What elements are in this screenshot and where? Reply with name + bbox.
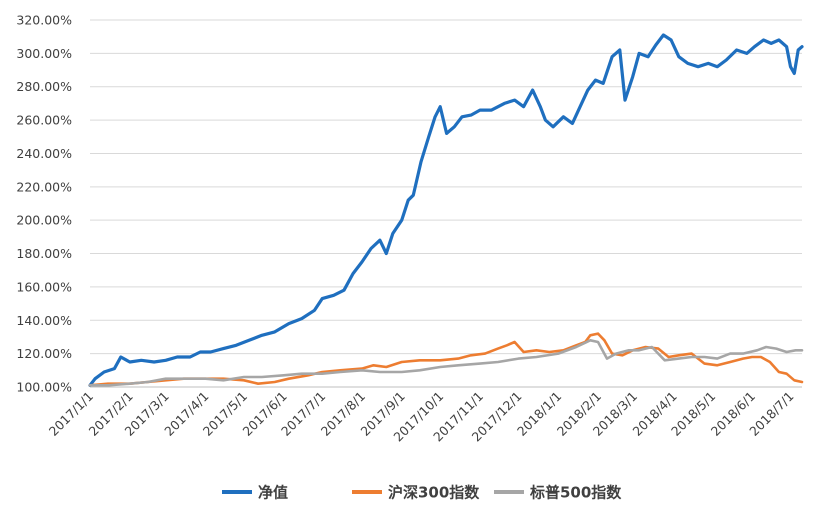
legend: 净值 沪深300指数 标普500指数 xyxy=(222,484,622,502)
legend-label: 净值 xyxy=(258,484,288,502)
y-tick-label: 260.00% xyxy=(16,113,72,128)
series-line-3 xyxy=(88,339,804,387)
series-line-1 xyxy=(88,33,804,387)
y-tick-label: 120.00% xyxy=(16,346,72,361)
plot-area xyxy=(88,33,804,387)
y-tick-label: 160.00% xyxy=(16,279,72,294)
x-axis: 2017/1/12017/2/12017/3/12017/4/12017/5/1… xyxy=(46,386,802,444)
y-tick-label: 300.00% xyxy=(16,46,72,61)
y-tick-label: 220.00% xyxy=(16,179,72,194)
y-axis: 100.00% 120.00% 140.00% 160.00% 180.00% 200.0… xyxy=(16,13,72,395)
legend-label: 标普500指数 xyxy=(529,484,622,502)
gridlines xyxy=(90,19,802,388)
legend-label: 沪深300指数 xyxy=(388,484,480,502)
series-line-2 xyxy=(88,332,804,387)
y-tick-label: 140.00% xyxy=(16,313,72,328)
y-tick-label: 100.00% xyxy=(16,380,72,395)
y-tick-label: 180.00% xyxy=(16,246,72,261)
y-tick-label: 320.00% xyxy=(16,13,72,28)
y-tick-label: 240.00% xyxy=(16,146,72,161)
y-tick-label: 280.00% xyxy=(16,79,72,94)
y-tick-label: 200.00% xyxy=(16,213,72,228)
